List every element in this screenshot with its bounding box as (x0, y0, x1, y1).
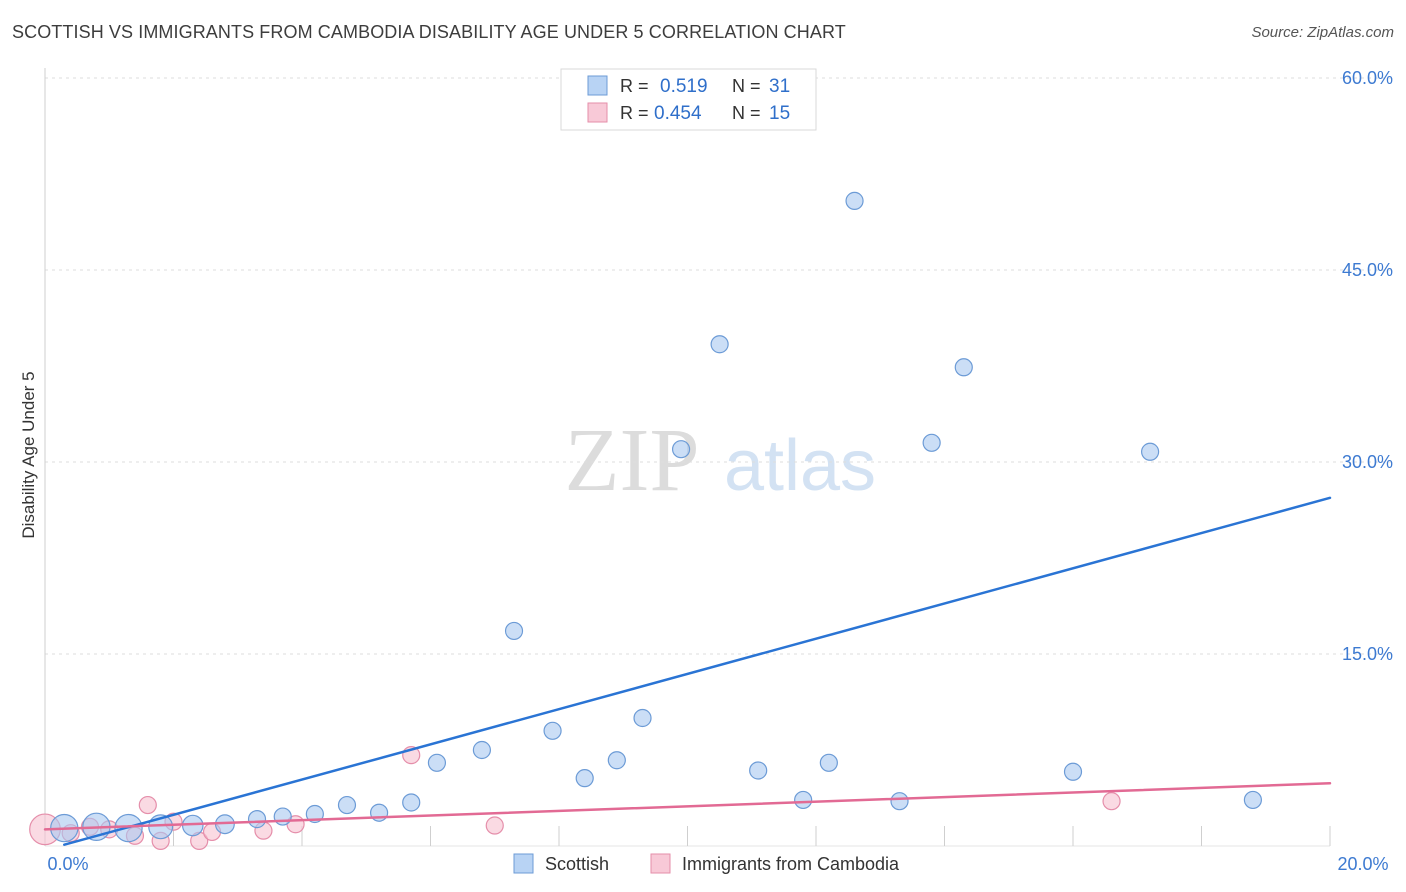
scottish-trend-line (63, 496, 1332, 846)
source-label: Source: ZipAtlas.com (1251, 24, 1394, 41)
y-tick-label: 60.0% (1342, 68, 1393, 88)
scottish-point (845, 191, 864, 210)
cambodia-point (485, 816, 504, 835)
y-tick-labels: 15.0% 30.0% 45.0% 60.0% (1342, 68, 1393, 664)
x-tick-label-start: 0.0% (47, 854, 88, 874)
legend-scottish-swatch (513, 853, 534, 874)
scottish-point (794, 790, 813, 810)
scottish-point (954, 358, 973, 377)
n-value: 31 (769, 76, 790, 97)
scottish-point (1063, 762, 1083, 781)
scottish-point (1243, 790, 1263, 810)
stats-legend: R = 0.519 N = 31 R = 0.454 N = 15 (560, 68, 817, 131)
scottish-point (890, 792, 909, 811)
cambodia-point (1102, 792, 1121, 811)
scottish-point (575, 769, 594, 788)
legend-cambodia-label: Immigrants from Cambodia (682, 854, 900, 874)
chart-title: SCOTTISH VS IMMIGRANTS FROM CAMBODIA DIS… (12, 22, 846, 42)
legend-cambodia-swatch (650, 853, 671, 874)
data-points (29, 191, 1263, 850)
scottish-point (305, 804, 324, 824)
scottish-point (402, 793, 421, 812)
cambodia-trend-line (43, 782, 1332, 831)
scottish-point (543, 721, 562, 740)
watermark-atlas: atlas (724, 426, 876, 506)
n-value: 15 (769, 103, 790, 124)
cambodia-swatch (587, 102, 608, 123)
scottish-point (633, 708, 652, 728)
trend-lines (43, 496, 1332, 846)
r-value: 0.454 (654, 103, 702, 124)
scottish-point (337, 795, 357, 815)
y-tick-label: 30.0% (1342, 452, 1393, 472)
scottish-point (472, 740, 491, 760)
series-legend: Scottish Immigrants from Cambodia (513, 853, 900, 874)
scottish-point (671, 440, 691, 459)
scottish-point (819, 753, 838, 772)
r-label: R = (620, 103, 649, 123)
scottish-swatch (587, 75, 608, 96)
y-tick-label: 15.0% (1342, 644, 1393, 664)
x-axis-ticks (44, 826, 1331, 847)
scottish-point (607, 751, 626, 770)
x-tick-label-end: 20.0% (1337, 854, 1388, 874)
scottish-point (922, 433, 941, 452)
scottish-point (427, 753, 447, 772)
scottish-point (504, 621, 524, 641)
r-label: R = (620, 76, 649, 96)
cambodia-point (138, 795, 157, 815)
scottish-point (710, 335, 729, 354)
scottish-point (749, 761, 768, 780)
scottish-point (273, 807, 292, 826)
y-axis-title: Disability Age Under 5 (19, 371, 38, 538)
n-label: N = (732, 103, 761, 123)
n-label: N = (732, 76, 761, 96)
watermark-zip: ZIP (565, 411, 700, 510)
scottish-point (247, 810, 267, 829)
gridlines (45, 77, 1393, 655)
scottish-point (1140, 442, 1160, 461)
r-value: 0.519 (660, 76, 708, 97)
legend-scottish-label: Scottish (545, 854, 609, 874)
y-tick-label: 45.0% (1342, 260, 1393, 280)
